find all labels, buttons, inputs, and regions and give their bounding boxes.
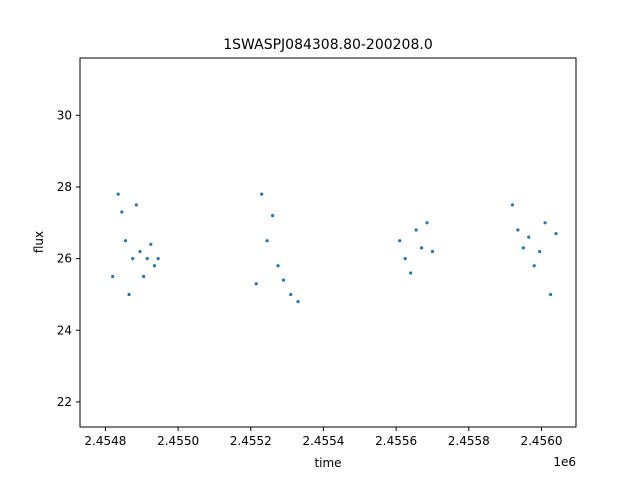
chart-title: 1SWASPJ084308.80-200208.0: [223, 37, 432, 53]
x-tick-label: 2.4560: [520, 434, 562, 448]
data-point: [414, 228, 418, 232]
data-point: [276, 264, 280, 268]
data-point: [419, 246, 424, 250]
data-point: [131, 257, 135, 261]
data-point: [116, 192, 120, 196]
y-tick-label: 24: [57, 323, 72, 337]
data-point: [289, 292, 293, 297]
data-point: [538, 249, 542, 254]
data-point: [254, 282, 258, 286]
data-point: [260, 192, 264, 196]
data-point: [548, 292, 553, 297]
data-point: [281, 278, 286, 282]
data-point: [156, 257, 160, 261]
data-point: [403, 257, 407, 261]
data-point: [398, 239, 402, 243]
data-point: [527, 235, 531, 239]
x-tick-label: 2.4550: [157, 434, 199, 448]
data-point: [510, 203, 515, 207]
data-point: [521, 246, 525, 250]
data-point: [138, 249, 142, 254]
y-tick-label: 30: [57, 108, 72, 122]
x-axis-offset-label: 1e6: [553, 455, 576, 469]
data-point: [152, 264, 157, 268]
data-point: [149, 242, 153, 246]
y-tick-label: 22: [57, 395, 72, 409]
data-point: [120, 210, 124, 214]
x-tick-label: 2.4556: [375, 434, 417, 448]
data-point: [516, 228, 520, 232]
data-point: [296, 300, 300, 304]
data-point: [430, 249, 435, 254]
data-point: [425, 221, 429, 225]
x-axis: 2.4548 2.4550 2.4552 2.4554 2.4556 2.4558 2.45…: [84, 427, 562, 448]
x-tick-label: 2.4554: [302, 434, 344, 448]
data-point: [141, 274, 146, 279]
data-point: [409, 271, 413, 275]
data-point: [134, 203, 138, 207]
y-axis-label: flux: [32, 231, 46, 253]
x-axis-label: time: [314, 456, 341, 470]
data-points: [111, 192, 558, 304]
data-point: [265, 239, 269, 243]
data-point: [127, 292, 131, 297]
y-tick-label: 28: [57, 180, 72, 194]
data-point: [145, 257, 149, 261]
plot-area: [79, 57, 577, 428]
data-point: [111, 274, 115, 279]
data-point: [270, 214, 275, 218]
x-tick-label: 2.4558: [448, 434, 490, 448]
data-point: [554, 231, 558, 236]
x-tick-label: 2.4552: [230, 434, 272, 448]
data-point: [543, 221, 547, 225]
y-axis: 22 24 26 28 30: [57, 108, 80, 409]
data-point: [532, 264, 536, 268]
x-tick-label: 2.4548: [84, 434, 126, 448]
y-tick-label: 26: [57, 252, 72, 266]
data-point: [123, 239, 128, 243]
